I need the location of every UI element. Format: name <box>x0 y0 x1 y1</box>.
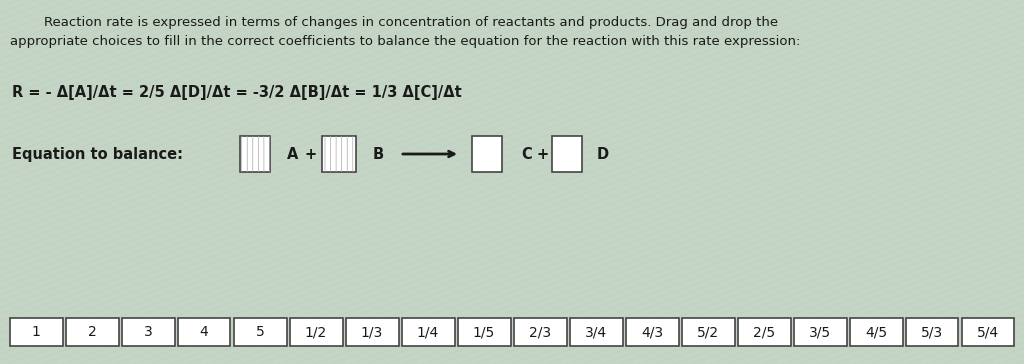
Text: 1: 1 <box>32 325 40 339</box>
Bar <box>513 318 566 346</box>
Text: 2/3: 2/3 <box>529 325 551 339</box>
Text: 1/4: 1/4 <box>417 325 439 339</box>
Text: 3/4: 3/4 <box>585 325 607 339</box>
Bar <box>472 136 502 172</box>
Bar <box>552 136 582 172</box>
Text: 4: 4 <box>200 325 208 339</box>
Bar <box>233 318 287 346</box>
Bar <box>66 318 119 346</box>
Text: 3/5: 3/5 <box>809 325 831 339</box>
Bar <box>240 136 270 172</box>
Bar <box>240 136 270 172</box>
Bar <box>322 136 356 172</box>
Bar <box>9 318 62 346</box>
Bar <box>569 318 623 346</box>
Bar <box>905 318 958 346</box>
Text: 4/5: 4/5 <box>865 325 887 339</box>
Text: 4/3: 4/3 <box>641 325 664 339</box>
Text: appropriate choices to fill in the correct coefficients to balance the equation : appropriate choices to fill in the corre… <box>10 36 801 48</box>
Text: B: B <box>373 146 384 162</box>
Text: 2/5: 2/5 <box>753 325 775 339</box>
Bar <box>322 136 356 172</box>
Text: 1/2: 1/2 <box>305 325 327 339</box>
Text: C: C <box>521 146 531 162</box>
Text: +: + <box>537 146 549 162</box>
Text: Equation to balance:: Equation to balance: <box>12 146 183 162</box>
Text: Reaction rate is expressed in terms of changes in concentration of reactants and: Reaction rate is expressed in terms of c… <box>10 16 778 28</box>
Bar <box>290 318 342 346</box>
Text: 5/3: 5/3 <box>921 325 943 339</box>
Bar <box>850 318 902 346</box>
Bar <box>962 318 1015 346</box>
Text: 1/5: 1/5 <box>473 325 496 339</box>
Bar <box>737 318 791 346</box>
Bar <box>177 318 230 346</box>
Bar <box>122 318 174 346</box>
Bar <box>682 318 734 346</box>
Text: D: D <box>597 146 609 162</box>
Text: 2: 2 <box>88 325 96 339</box>
Bar <box>794 318 847 346</box>
Text: 5/4: 5/4 <box>977 325 999 339</box>
Text: 5/2: 5/2 <box>697 325 719 339</box>
Text: 5: 5 <box>256 325 264 339</box>
Bar <box>626 318 679 346</box>
Text: R = - Δ[A]/Δt = 2/5 Δ[D]/Δt = -3/2 Δ[B]/Δt = 1/3 Δ[C]/Δt: R = - Δ[A]/Δt = 2/5 Δ[D]/Δt = -3/2 Δ[B]/… <box>12 84 462 99</box>
Text: 1/3: 1/3 <box>360 325 383 339</box>
Bar <box>458 318 511 346</box>
Text: A: A <box>287 146 298 162</box>
Text: +: + <box>305 146 317 162</box>
Bar <box>345 318 398 346</box>
Bar <box>401 318 455 346</box>
Text: 3: 3 <box>143 325 153 339</box>
